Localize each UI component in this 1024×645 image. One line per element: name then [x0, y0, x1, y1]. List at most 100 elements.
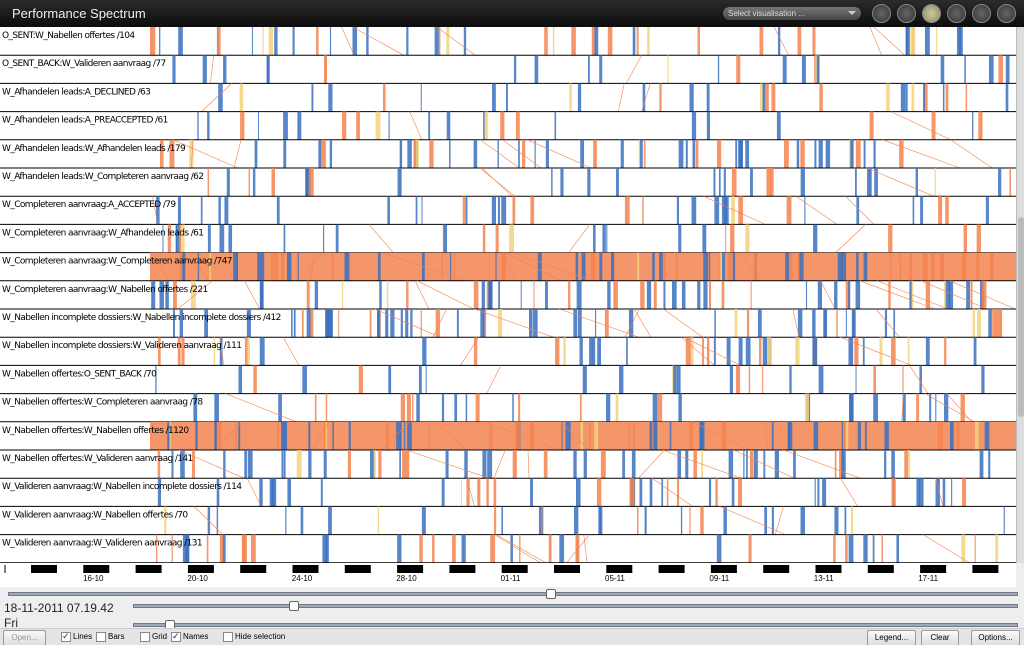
timeline-block	[920, 565, 947, 573]
scroll-thumb[interactable]	[1018, 217, 1024, 417]
star-button[interactable]	[922, 4, 941, 23]
row-label: W_Nabellen offertes:W_Completeren aanvra…	[2, 398, 203, 408]
spectrum-segment	[925, 337, 930, 366]
refresh-button[interactable]	[872, 4, 891, 23]
spectrum-segment	[181, 337, 185, 366]
spectrum-segment	[156, 196, 160, 225]
spectrum-segment	[934, 168, 936, 197]
spectrum-segment	[702, 224, 707, 253]
slider-knob[interactable]	[289, 601, 299, 611]
spectrum-segment	[377, 506, 380, 535]
spectrum-segment	[977, 309, 981, 338]
spectrum-segment	[548, 534, 552, 563]
spectrum-segment	[311, 83, 314, 112]
spectrum-segment	[575, 252, 579, 281]
zoom-slider[interactable]	[133, 604, 1018, 608]
grid-button[interactable]	[997, 4, 1016, 23]
spectrum-segment	[869, 111, 874, 140]
spectrum-segment	[377, 309, 381, 338]
spectrum-segment	[278, 393, 282, 422]
open-button[interactable]: Open...	[3, 630, 46, 645]
checkbox[interactable]: Names	[171, 631, 208, 642]
spectrum-segment	[283, 139, 287, 168]
checkbox[interactable]: Lines	[61, 631, 92, 642]
spectrum-segment	[900, 83, 906, 112]
spectrum-segment	[845, 195, 875, 225]
spectrum-segment	[863, 534, 868, 563]
spectrum-segment	[774, 506, 784, 535]
spectrum-segment	[599, 252, 603, 281]
label-bg	[0, 29, 150, 54]
spectrum-segment	[415, 196, 418, 225]
visualisation-select[interactable]: Select visualisation ...	[723, 7, 861, 20]
spectrum-segment	[223, 55, 227, 84]
row-label: W_Valideren aanvraag:W_Valideren aanvraa…	[2, 539, 202, 549]
scrollbar[interactable]	[1016, 27, 1024, 563]
spectrum-segment	[551, 168, 553, 197]
spectrum-segment	[973, 337, 977, 366]
spectrum-segment	[450, 252, 452, 281]
clear-button[interactable]: Clear	[921, 630, 959, 645]
spectrum-segment	[446, 111, 451, 140]
slider-knob[interactable]	[546, 589, 556, 599]
spectrum-segment	[449, 139, 451, 168]
spectrum-segment	[622, 450, 625, 479]
spectrum-segment	[157, 450, 161, 479]
spectrum-segment	[453, 252, 455, 281]
spectrum-segment	[197, 252, 200, 281]
spectrum-segment	[642, 83, 646, 112]
spectrum-segment	[970, 280, 973, 309]
spectrum-segment	[787, 421, 793, 450]
drop-button[interactable]	[897, 4, 916, 23]
spectrum-segment	[577, 280, 582, 309]
play-button[interactable]	[947, 4, 966, 23]
timeline-block	[554, 565, 580, 573]
spectrum-segment	[817, 280, 823, 309]
date-label: 05-11	[605, 574, 625, 583]
spectrum-segment	[488, 280, 493, 309]
spectrum-segment	[366, 27, 369, 56]
spectrum-segment	[841, 421, 844, 450]
row-label: W_Completeren aanvraag:W_Nabellen offert…	[2, 285, 208, 295]
spectrum-segment	[825, 139, 831, 168]
spectrum-segment	[771, 506, 774, 535]
spectrum-segment	[400, 309, 403, 338]
spectrum-segment	[206, 534, 209, 563]
spectrum-segment	[659, 252, 663, 281]
spectrum-segment	[759, 337, 762, 366]
spectrum-segment	[607, 280, 611, 309]
spectrum-segment	[276, 421, 279, 450]
spectrum-segment	[785, 252, 789, 281]
spectrum-segment	[274, 252, 278, 281]
spectrum-segment	[252, 168, 256, 197]
spectrum-segment	[700, 506, 704, 535]
spectrum-segment	[995, 534, 999, 563]
spectrum-segment	[854, 168, 857, 197]
timeline-block	[135, 565, 162, 573]
spectrum-segment	[958, 27, 963, 56]
density-slider[interactable]	[133, 623, 1018, 627]
spectrum-segment	[152, 252, 170, 281]
spectrum-segment	[214, 393, 219, 422]
pages-button[interactable]	[972, 4, 991, 23]
spectrum-segment	[501, 196, 507, 225]
spectrum-segment	[417, 280, 474, 310]
options-button[interactable]: Options...	[971, 630, 1020, 645]
spectrum-segment	[792, 308, 800, 338]
checkbox[interactable]: Bars	[96, 632, 124, 642]
spectrum-segment	[576, 280, 578, 309]
legend-button[interactable]: Legend...	[867, 630, 916, 645]
spectrum-segment	[306, 168, 311, 197]
spectrum-segment	[746, 450, 748, 479]
checkbox[interactable]: Grid	[140, 632, 167, 642]
spectrum-segment	[167, 224, 172, 253]
spectrum-segment	[753, 252, 757, 281]
spectrum-segment	[777, 27, 781, 56]
spectrum-segment	[851, 309, 856, 338]
spectrum-segment	[216, 506, 219, 535]
time-slider[interactable]	[8, 592, 1018, 596]
checkbox[interactable]: Hide selection	[223, 632, 285, 642]
spectrum-segment	[840, 336, 912, 366]
spectrum-segment	[891, 337, 896, 366]
spectrum-segment	[685, 139, 688, 168]
